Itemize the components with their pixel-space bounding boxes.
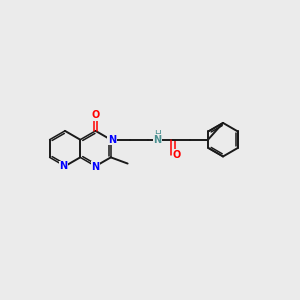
- Text: N: N: [154, 135, 162, 145]
- Text: O: O: [173, 150, 181, 160]
- Text: H: H: [154, 130, 161, 139]
- Text: N: N: [92, 162, 100, 172]
- Text: O: O: [92, 110, 100, 120]
- Text: N: N: [59, 161, 68, 171]
- Text: N: N: [108, 135, 116, 145]
